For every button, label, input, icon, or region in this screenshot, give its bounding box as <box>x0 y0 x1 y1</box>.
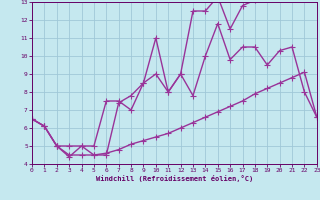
X-axis label: Windchill (Refroidissement éolien,°C): Windchill (Refroidissement éolien,°C) <box>96 175 253 182</box>
